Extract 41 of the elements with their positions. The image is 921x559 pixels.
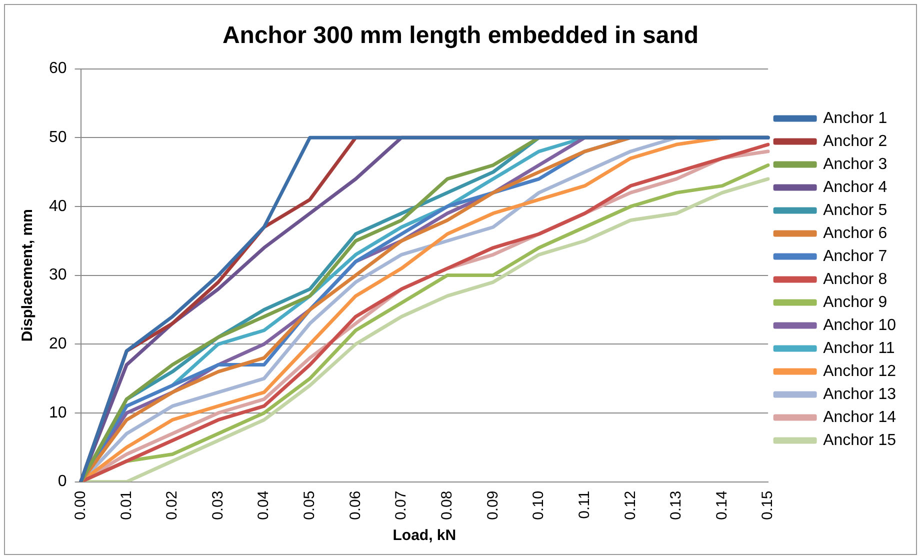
x-tick-label: 0.00	[72, 490, 89, 520]
y-axis-title: Displacement, mm	[19, 209, 36, 342]
y-tick-label: 20	[49, 336, 67, 353]
legend-label: Anchor 1	[823, 110, 888, 127]
x-axis-title: Load, kN	[392, 527, 456, 544]
legend-label: Anchor 8	[823, 270, 888, 288]
x-tick-label: 0.01	[118, 490, 135, 520]
y-tick-label: 40	[49, 198, 67, 215]
legend-label: Anchor 15	[823, 432, 896, 449]
legend-label: Anchor 5	[823, 202, 888, 219]
legend-label: Anchor 12	[823, 362, 896, 380]
legend-label: Anchor 13	[823, 386, 896, 403]
x-tick-label: 0.12	[622, 490, 639, 520]
y-tick-label: 0	[58, 473, 67, 490]
legend-label: Anchor 7	[823, 248, 888, 265]
legend-label: Anchor 10	[823, 316, 896, 334]
x-tick-label: 0.08	[438, 490, 456, 520]
y-tick-label: 10	[49, 404, 67, 422]
legend-label: Anchor 11	[823, 340, 895, 357]
x-tick-label: 0.07	[392, 490, 410, 520]
x-tick-label: 0.11	[576, 490, 593, 519]
x-tick-label: 0.03	[209, 490, 226, 520]
x-tick-label: 0.10	[530, 490, 548, 520]
y-tick-label: 50	[49, 129, 67, 146]
legend-label: Anchor 2	[823, 132, 888, 150]
legend-label: Anchor 3	[823, 156, 888, 173]
chart-title: Anchor 300 mm length embedded in sand	[222, 22, 699, 50]
x-tick-label: 0.15	[759, 490, 776, 520]
x-tick-label: 0.13	[668, 490, 685, 520]
x-tick-label: 0.02	[164, 490, 181, 520]
legend-label: Anchor 4	[823, 178, 888, 196]
legend-label: Anchor 9	[823, 294, 888, 311]
x-tick-label: 0.05	[301, 490, 318, 520]
x-tick-label: 0.09	[484, 490, 502, 520]
legend-label: Anchor 14	[823, 408, 896, 426]
y-tick-label: 30	[49, 266, 67, 284]
x-tick-label: 0.06	[346, 490, 364, 520]
y-tick-label: 60	[49, 60, 67, 78]
x-tick-label: 0.14	[713, 490, 730, 520]
legend-label: Anchor 6	[823, 224, 888, 242]
x-tick-label: 0.04	[255, 490, 272, 520]
